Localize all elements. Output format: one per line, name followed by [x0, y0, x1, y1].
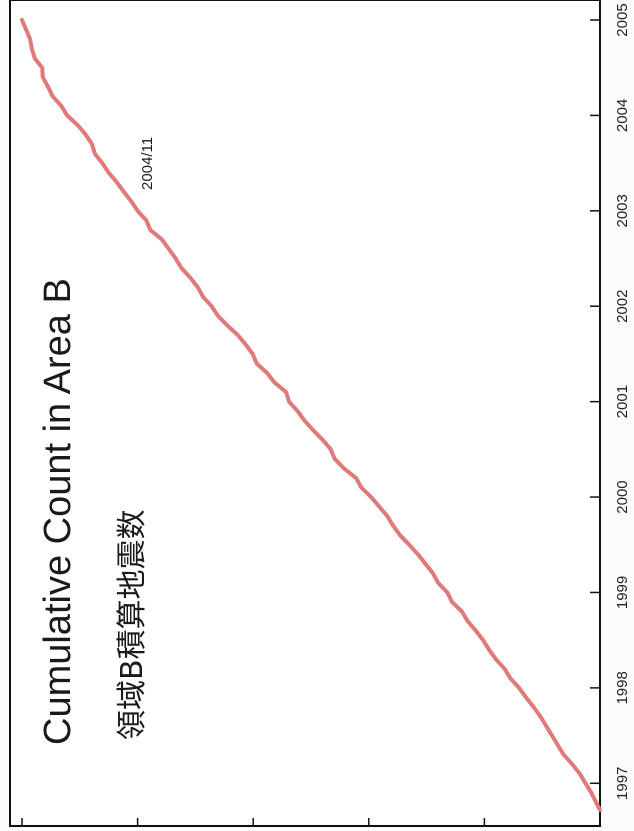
x-tick-label: 2000: [614, 480, 631, 513]
x-axis-tick-labels: 1997 1998 1999 2000 2001 2002 2003 2004 2005: [614, 3, 631, 800]
x-tick-label: 2005: [614, 3, 631, 36]
x-tick-label: 2003: [614, 194, 631, 227]
x-tick-label: 1999: [614, 576, 631, 609]
chart-subtitle: 領域B積算地震数: [115, 509, 150, 740]
series-lines: [20, 18, 602, 812]
cumulative-count-line: [20, 18, 602, 812]
x-tick-label: 2004: [614, 99, 631, 132]
plot-frame: [9, 0, 601, 827]
annotation-date: 2004/11: [139, 137, 156, 190]
x-tick-label: 2001: [614, 385, 631, 418]
x-tick-label: 2002: [614, 290, 631, 323]
left-edge-ticks: [21, 818, 601, 826]
plot-frame-group: [9, 0, 601, 827]
x-tick-label: 1997: [614, 767, 631, 800]
chart-title: Cumulative Count in Area B: [37, 278, 79, 745]
x-tick-label: 1998: [614, 671, 631, 704]
x-axis-ticks: [590, 19, 600, 785]
